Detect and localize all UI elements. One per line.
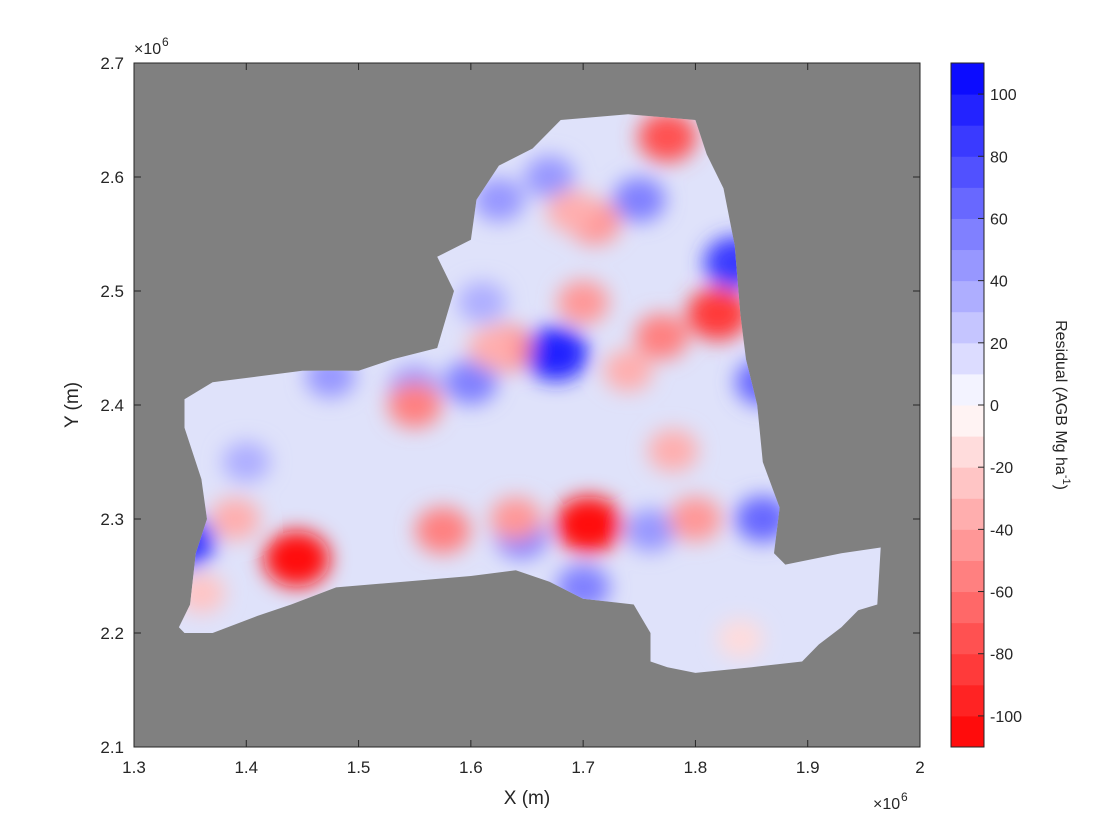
residual-anomaly (625, 509, 676, 552)
colorbar-tick-label: 80 (990, 149, 1008, 166)
colorbar-tick-label: 60 (990, 211, 1008, 228)
colorbar-segment (951, 653, 984, 686)
residual-anomaly (638, 114, 697, 163)
residual-anomaly (490, 497, 542, 541)
residual-anomaly (647, 429, 699, 472)
residual-anomaly (546, 189, 598, 233)
x-tick-label: 1.5 (347, 758, 371, 777)
residual-anomaly (555, 496, 623, 554)
y-axis-ticks: 2.1 2.2 2.3 2.4 2.5 2.6 2.7 (100, 54, 920, 757)
residual-anomaly (210, 497, 261, 541)
colorbar-segment (951, 684, 984, 717)
x-tick-label: 1.3 (122, 758, 146, 777)
residual-anomaly (686, 287, 750, 341)
y-tick-label: 2.2 (100, 624, 124, 643)
y-axis-label: Y (m) (62, 382, 83, 428)
svg-text:×10: ×10 (134, 41, 161, 58)
residual-anomaly (468, 326, 519, 370)
colorbar-ticks: 100 80 60 40 20 0 -20 -40 -60 -80 -100 (978, 87, 1022, 726)
colorbar-segment (951, 156, 984, 188)
x-tick-label: 1.9 (796, 758, 820, 777)
colorbar-segment (951, 467, 984, 499)
colorbar-segment (951, 529, 984, 561)
residual-anomaly (387, 382, 442, 428)
svg-text:6: 6 (901, 790, 908, 804)
colorbar-tick-label: -80 (990, 647, 1013, 664)
residual-anomaly (669, 496, 722, 542)
residual-anomaly (524, 326, 588, 381)
y-tick-label: 2.4 (100, 396, 124, 415)
x-axis-ticks: 1.3 1.4 1.5 1.6 1.7 1.8 1.9 2 (122, 63, 925, 777)
y-tick-label: 2.7 (100, 54, 124, 73)
colorbar-tick-label: -20 (990, 460, 1013, 477)
x-tick-label: 1.4 (234, 758, 258, 777)
y-tick-label: 2.1 (100, 738, 124, 757)
residual-anomaly (717, 619, 763, 658)
colorbar-segment (951, 436, 984, 468)
y-tick-label: 2.5 (100, 282, 124, 301)
residual-anomaly (222, 441, 271, 483)
colorbar-tick-label: -60 (990, 585, 1013, 602)
residual-anomaly (634, 313, 689, 360)
colorbar-segment (951, 249, 984, 282)
residual-anomaly (444, 359, 498, 405)
x-tick-label: 2 (915, 758, 924, 777)
colorbar-segment (951, 342, 984, 375)
colorbar-segment (951, 373, 984, 406)
residual-anomaly (735, 495, 791, 543)
colorbar-segment (951, 622, 984, 655)
x-tick-label: 1.6 (459, 758, 483, 777)
colorbar-tick-label: 100 (990, 87, 1017, 104)
colorbar-segment (951, 591, 984, 624)
colorbar-segment (951, 218, 984, 251)
y-axis-exponent: ×10 6 (134, 35, 169, 58)
x-tick-label: 1.8 (684, 758, 708, 777)
x-axis-label: X (m) (504, 788, 550, 809)
colorbar-segment (951, 311, 984, 344)
x-tick-label: 1.7 (571, 758, 595, 777)
svg-text:6: 6 (162, 35, 169, 49)
y-tick-label: 2.6 (100, 168, 124, 187)
x-axis-exponent: ×10 6 (873, 790, 908, 813)
colorbar-tick-label: 40 (990, 274, 1008, 291)
residual-anomaly (603, 350, 653, 392)
colorbar-tick-label: -40 (990, 522, 1013, 539)
colorbar-segment (951, 560, 984, 593)
colorbar (950, 62, 985, 748)
colorbar-segment (951, 125, 984, 157)
colorbar-segment (951, 63, 984, 95)
colorbar-label: Residual (AGB Mg ha-1) (1052, 320, 1072, 490)
colorbar-segment (951, 280, 984, 313)
colorbar-segment (951, 187, 984, 219)
residual-anomaly (473, 177, 525, 222)
svg-text:Residual (AGB Mg ha-1): Residual (AGB Mg ha-1) (1052, 320, 1072, 490)
colorbar-segment (951, 715, 984, 748)
colorbar-segment (951, 498, 984, 530)
residual-anomaly (263, 530, 330, 588)
svg-text:×10: ×10 (873, 796, 900, 813)
residual-anomaly (415, 507, 471, 554)
colorbar-segment (951, 405, 984, 437)
colorbar-tick-label: 20 (990, 336, 1008, 353)
residual-anomaly (557, 280, 609, 325)
y-tick-label: 2.3 (100, 510, 124, 529)
colorbar-tick-label: -100 (990, 709, 1022, 726)
colorbar-tick-label: 0 (990, 398, 999, 415)
residual-anomaly (613, 177, 666, 223)
residual-anomaly (524, 155, 575, 199)
residual-anomaly (457, 281, 507, 324)
colorbar-segment (951, 94, 984, 126)
